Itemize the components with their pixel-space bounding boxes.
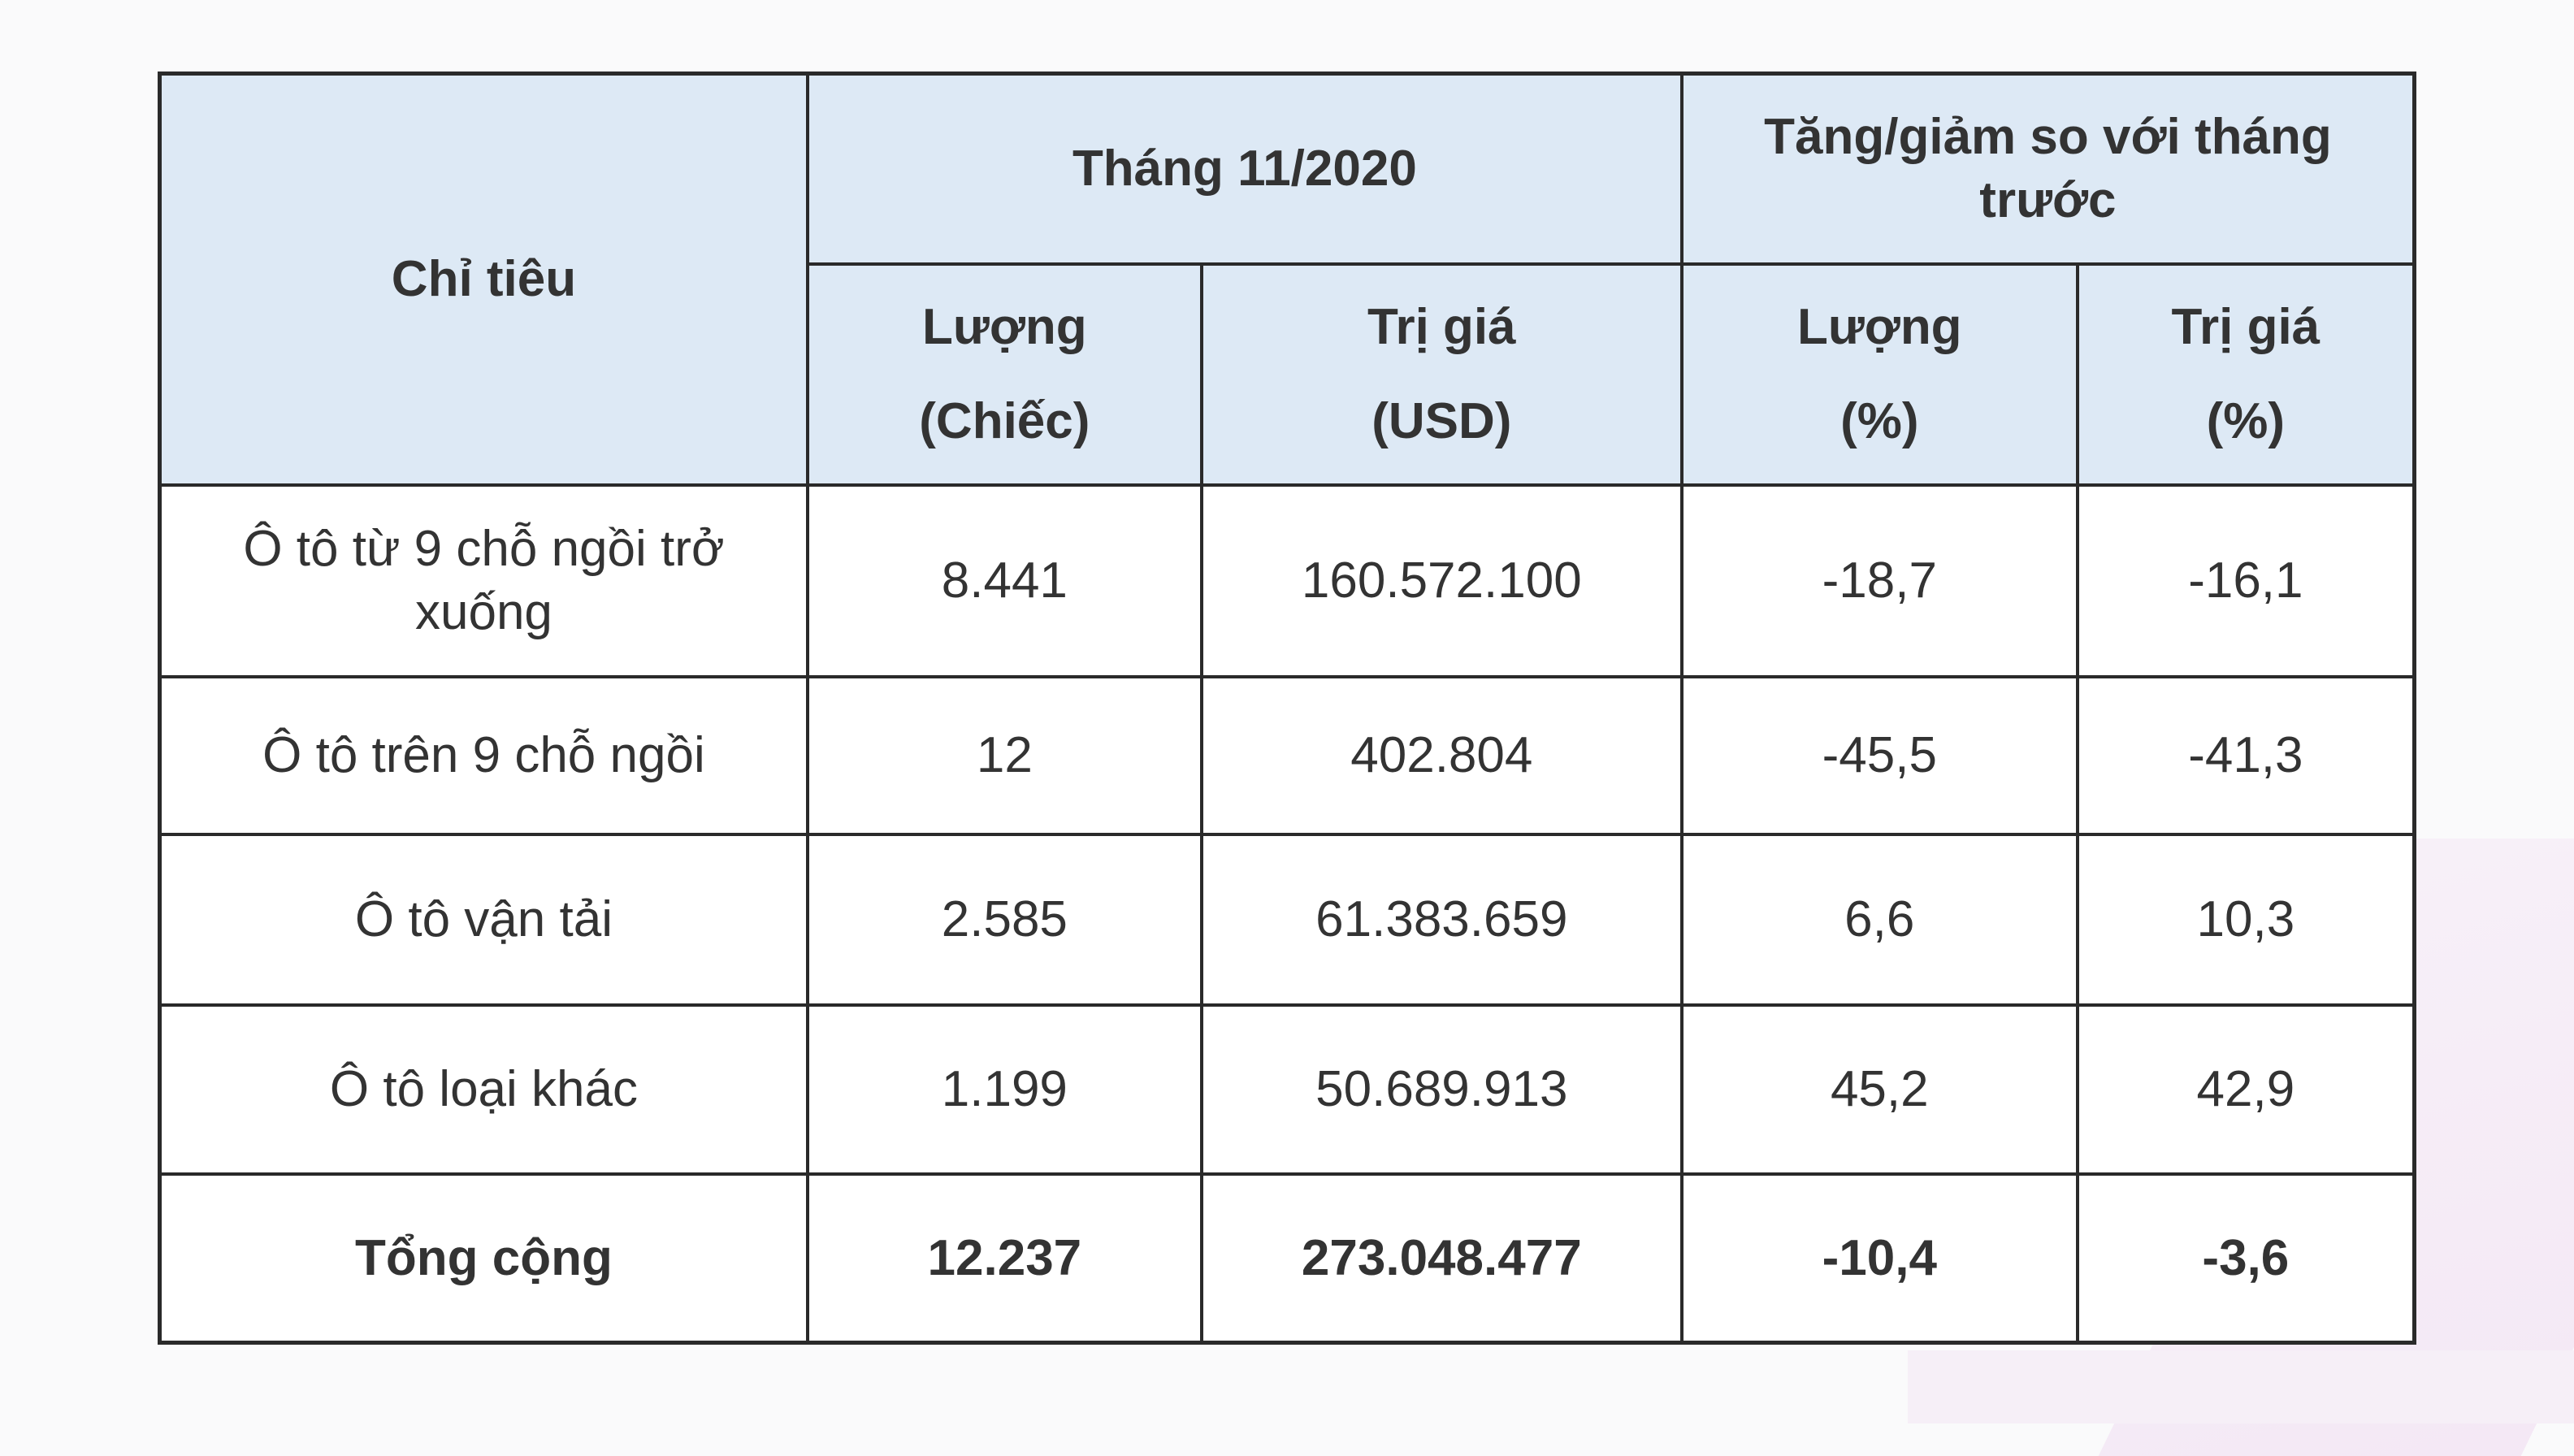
row-label: Ô tô từ 9 chỗ ngồi trở xuống (158, 483, 809, 678)
header-month-qty-unit: (Chiếc) (919, 392, 1090, 449)
header-row-groups: Chỉ tiêu Tháng 11/2020 Tăng/giảm so với … (158, 72, 2416, 487)
total-qty: 12.237 (805, 1172, 1203, 1345)
row-label: Ô tô loại khác (158, 1003, 809, 1176)
row-value: 402.804 (1199, 674, 1684, 836)
header-change-qty: Lượng (%) (1679, 262, 2079, 487)
total-value-change: -3,6 (2075, 1172, 2416, 1345)
header-change-qty-label: Lượng (1796, 299, 1962, 355)
header-month-value-label: Trị giá (1367, 299, 1516, 355)
total-qty-change: -10,4 (1679, 1172, 2079, 1345)
row-qty: 8.441 (805, 483, 1203, 678)
header-month-value: Trị giá (USD) (1199, 262, 1684, 487)
header-month-qty-label: Lượng (922, 299, 1087, 355)
header-change-group: Tăng/giảm so với tháng trước (1679, 72, 2416, 266)
total-value: 273.048.477 (1199, 1172, 1684, 1345)
header-month-qty: Lượng (Chiếc) (805, 262, 1203, 487)
row-qty: 2.585 (805, 832, 1203, 1007)
total-label: Tổng cộng (158, 1172, 809, 1345)
header-change-value-unit: (%) (2206, 392, 2286, 449)
header-change-value: Trị giá (%) (2075, 262, 2416, 487)
car-import-table: Chỉ tiêu Tháng 11/2020 Tăng/giảm so với … (158, 72, 2416, 1345)
row-value: 61.383.659 (1199, 832, 1684, 1007)
car-import-table-container: Chỉ tiêu Tháng 11/2020 Tăng/giảm so với … (158, 72, 2416, 1345)
header-change-value-label: Trị giá (2171, 299, 2320, 355)
row-qty-change: 6,6 (1679, 832, 2079, 1007)
row-value-change: 42,9 (2075, 1003, 2416, 1176)
total-row: Tổng cộng 12.237 273.048.477 -10,4 -3,6 (158, 1172, 2416, 1345)
row-value-change: -16,1 (2075, 483, 2416, 678)
row-value: 50.689.913 (1199, 1003, 1684, 1176)
background-decoration-band (1908, 1350, 2574, 1424)
table-row: Ô tô loại khác 1.199 50.689.913 45,2 42,… (158, 1003, 2416, 1176)
row-label: Ô tô vận tải (158, 832, 809, 1007)
table-row: Ô tô trên 9 chỗ ngồi 12 402.804 -45,5 -4… (158, 674, 2416, 836)
header-change-qty-unit: (%) (1840, 392, 1919, 449)
row-value-change: 10,3 (2075, 832, 2416, 1007)
row-qty: 1.199 (805, 1003, 1203, 1176)
row-value-change: -41,3 (2075, 674, 2416, 836)
row-value: 160.572.100 (1199, 483, 1684, 678)
header-month-group: Tháng 11/2020 (805, 72, 1684, 266)
table-row: Ô tô từ 9 chỗ ngồi trở xuống 8.441 160.5… (158, 483, 2416, 678)
header-row-columns: Lượng (Chiếc) Trị giá (USD) Lượng (%) Tr… (160, 262, 2416, 487)
row-label: Ô tô trên 9 chỗ ngồi (158, 674, 809, 836)
header-indicator: Chỉ tiêu (158, 72, 809, 487)
header-month-value-unit: (USD) (1372, 392, 1512, 449)
table-row: Ô tô vận tải 2.585 61.383.659 6,6 10,3 (158, 832, 2416, 1007)
row-qty-change: -45,5 (1679, 674, 2079, 836)
row-qty: 12 (805, 674, 1203, 836)
row-qty-change: -18,7 (1679, 483, 2079, 678)
row-qty-change: 45,2 (1679, 1003, 2079, 1176)
